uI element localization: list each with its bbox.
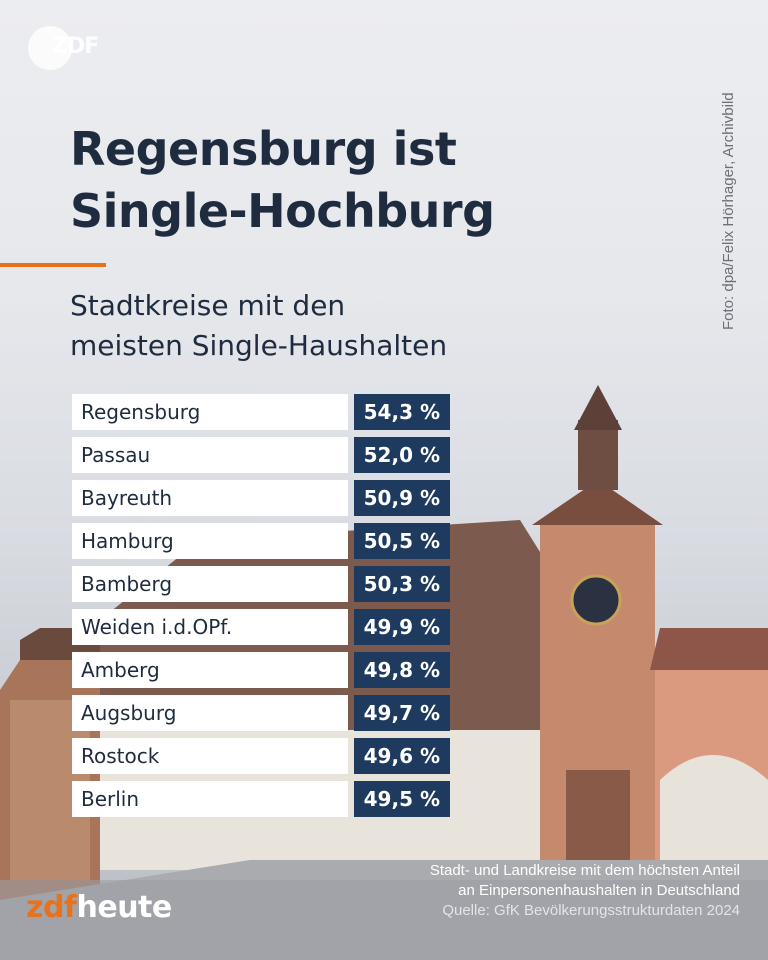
table-row: Hamburg 50,5 % xyxy=(72,523,450,559)
table-row: Berlin 49,5 % xyxy=(72,781,450,817)
city-name-label: Augsburg xyxy=(72,695,348,731)
zdf-logo-icon xyxy=(28,26,72,70)
city-name-label: Amberg xyxy=(72,652,348,688)
city-name-label: Bayreuth xyxy=(72,480,348,516)
chart-footnote: Stadt- und Landkreise mit dem höchsten A… xyxy=(320,861,740,921)
footnote-line-2: an Einpersonenhaushalten in Deutschland xyxy=(458,882,740,899)
page-title: Regensburg ist Single-Hochburg xyxy=(70,118,590,242)
share-value-label: 52,0 % xyxy=(354,437,450,473)
share-value-label: 50,9 % xyxy=(354,480,450,516)
city-name-label: Hamburg xyxy=(72,523,348,559)
share-value-label: 49,5 % xyxy=(354,781,450,817)
share-value-label: 50,5 % xyxy=(354,523,450,559)
share-value-label: 49,8 % xyxy=(354,652,450,688)
photo-credit: Foto: dpa/Felix Hörhager, Archivbild xyxy=(720,92,737,330)
subtitle-line-2: meisten Single-Haushalten xyxy=(70,329,448,362)
table-row: Augsburg 49,7 % xyxy=(72,695,450,731)
footnote-line-1: Stadt- und Landkreise mit dem höchsten A… xyxy=(429,862,740,879)
city-name-label: Berlin xyxy=(72,781,348,817)
table-row: Weiden i.d.OPf. 49,9 % xyxy=(72,609,450,645)
zdf-logo-text: ZDF xyxy=(52,34,99,59)
share-value-label: 54,3 % xyxy=(354,394,450,430)
chart-subtitle: Stadtkreise mit den meisten Single-Haush… xyxy=(70,286,590,366)
table-row: Amberg 49,8 % xyxy=(72,652,450,688)
city-name-label: Bamberg xyxy=(72,566,348,602)
city-name-label: Regensburg xyxy=(72,394,348,430)
subtitle-line-1: Stadtkreise mit den xyxy=(70,289,346,322)
title-line-1: Regensburg ist xyxy=(70,122,457,176)
share-value-label: 50,3 % xyxy=(354,566,450,602)
brand-heute: heute xyxy=(76,890,173,925)
zdfheute-logo: zdfheute xyxy=(26,890,172,925)
title-line-2: Single-Hochburg xyxy=(70,184,495,238)
table-row: Bayreuth 50,9 % xyxy=(72,480,450,516)
table-row: Regensburg 54,3 % xyxy=(72,394,450,430)
share-value-label: 49,7 % xyxy=(354,695,450,731)
brand-zdf: zdf xyxy=(26,890,77,925)
share-value-label: 49,6 % xyxy=(354,738,450,774)
city-name-label: Passau xyxy=(72,437,348,473)
table-row: Passau 52,0 % xyxy=(72,437,450,473)
share-value-label: 49,9 % xyxy=(354,609,450,645)
accent-divider xyxy=(0,263,106,267)
city-name-label: Weiden i.d.OPf. xyxy=(72,609,348,645)
source-note: Quelle: GfK Bevölkerungsstrukturdaten 20… xyxy=(442,902,740,919)
table-row: Bamberg 50,3 % xyxy=(72,566,450,602)
city-name-label: Rostock xyxy=(72,738,348,774)
table-row: Rostock 49,6 % xyxy=(72,738,450,774)
